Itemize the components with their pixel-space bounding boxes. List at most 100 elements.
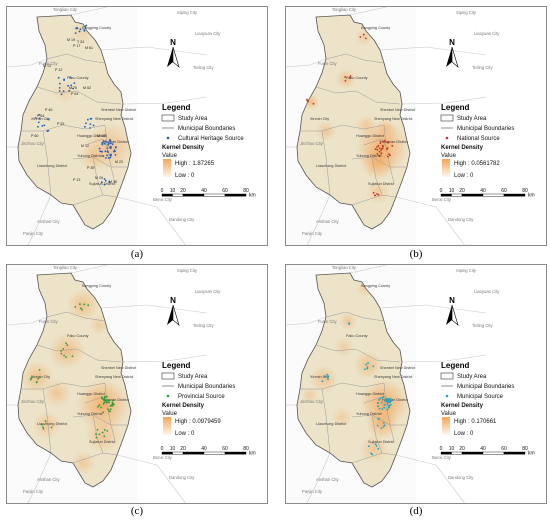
- scale-tick: 20: [459, 446, 465, 452]
- source-point: [60, 350, 63, 352]
- source-point: [321, 380, 324, 383]
- source-point: [327, 378, 329, 381]
- source-point: [44, 420, 47, 422]
- city-label: Siping City: [456, 268, 477, 273]
- point-label: P 39: [87, 166, 94, 170]
- legend-high: High : 0.0979459: [175, 419, 221, 425]
- kernel-density-surface: [303, 28, 408, 204]
- scale-tick: 20: [459, 188, 465, 194]
- source-point: [46, 130, 49, 132]
- municipal-boundary: [315, 86, 401, 105]
- north-label: N: [170, 38, 176, 47]
- kernel-density-surface: [302, 281, 408, 463]
- city-label: Fuxin City: [39, 319, 59, 324]
- scale-tick: 60: [501, 446, 507, 452]
- source-point: [378, 399, 380, 401]
- legend-value: Value: [441, 153, 457, 159]
- legend-source: Provincial Source: [178, 394, 225, 400]
- external-boundary: [395, 454, 465, 503]
- district-label: Xinmin City: [31, 375, 50, 379]
- density-ramp: [442, 159, 450, 177]
- external-boundary: [116, 196, 186, 245]
- municipal-boundary: [42, 388, 52, 454]
- district-label: Hunnan District: [103, 140, 130, 144]
- legend-source: National Source: [457, 136, 500, 142]
- city-label: Dandong City: [169, 217, 195, 222]
- source-point: [383, 404, 386, 406]
- source-point: [105, 157, 107, 159]
- scale-bar-segment: [182, 193, 205, 197]
- scale-bar-segment: [203, 451, 226, 455]
- source-point: [58, 87, 61, 89]
- point-label: P 53: [57, 122, 64, 126]
- source-point: [364, 368, 366, 371]
- density-ramp: [163, 417, 171, 435]
- source-point: [378, 147, 381, 150]
- source-swatch: [166, 394, 170, 398]
- north-arrow-icon: [167, 304, 180, 326]
- source-point: [103, 178, 106, 180]
- external-boundary: [379, 304, 487, 314]
- source-swatch: [445, 136, 449, 140]
- district-label: Liaozhong District: [316, 164, 347, 168]
- source-point: [42, 428, 45, 430]
- municipal-boundary: [72, 414, 128, 426]
- density-hotspot: [21, 361, 53, 393]
- legend-value: Value: [162, 411, 178, 417]
- density-hotspot: [33, 411, 61, 439]
- source-point: [89, 127, 91, 129]
- source-point: [114, 154, 117, 156]
- municipal-boundary: [321, 388, 331, 454]
- source-point: [375, 445, 378, 447]
- city-label: Dandong City: [169, 475, 195, 480]
- source-point: [37, 121, 40, 124]
- external-boundary: [401, 354, 487, 363]
- source-point: [74, 32, 77, 34]
- source-point: [60, 93, 63, 96]
- legend-municipal: Municipal Boundaries: [178, 384, 235, 390]
- source-point: [30, 376, 33, 379]
- source-point: [376, 193, 378, 195]
- city-label: Liaoyuan City: [474, 31, 500, 36]
- source-point: [71, 355, 74, 358]
- point-label: P 13: [73, 178, 80, 182]
- source-point: [376, 424, 379, 427]
- municipal-boundary: [351, 194, 383, 206]
- scale-unit: km: [528, 451, 535, 457]
- source-point: [344, 76, 346, 78]
- source-point: [386, 400, 389, 403]
- scale-tick: 0: [161, 446, 164, 452]
- scale-bar-segment: [440, 451, 452, 455]
- scale-bar-segment: [203, 193, 226, 197]
- source-point: [370, 452, 372, 455]
- external-boundary: [27, 452, 52, 503]
- point-label: M 76: [69, 86, 77, 90]
- source-point: [108, 401, 110, 404]
- legend-low: Low : 0: [175, 431, 195, 437]
- scale-unit: km: [249, 193, 256, 199]
- density-hotspot: [336, 69, 356, 89]
- source-point: [29, 378, 32, 381]
- source-point: [378, 150, 381, 153]
- district-label: Kangping County: [82, 26, 111, 30]
- source-point: [368, 445, 370, 448]
- source-point: [389, 403, 392, 406]
- source-point: [378, 407, 381, 410]
- source-point: [109, 139, 111, 141]
- source-point: [377, 193, 380, 196]
- scale-tick: 10: [449, 446, 455, 452]
- city-label: Benxi City: [432, 455, 452, 460]
- source-point: [104, 395, 106, 398]
- source-point: [382, 395, 385, 398]
- source-point: [377, 144, 380, 147]
- municipal-boundary: [104, 382, 116, 442]
- municipal-boundary: [300, 124, 385, 132]
- external-boundary: [286, 58, 327, 68]
- source-point: [365, 363, 368, 366]
- legend-kernel: Kernel Density: [162, 145, 205, 151]
- district-label: Shenyang New District: [95, 375, 134, 379]
- source-point: [101, 431, 104, 434]
- density-hotspot: [366, 407, 398, 439]
- legend-study-area: Study Area: [457, 116, 487, 122]
- density-ramp: [442, 417, 450, 435]
